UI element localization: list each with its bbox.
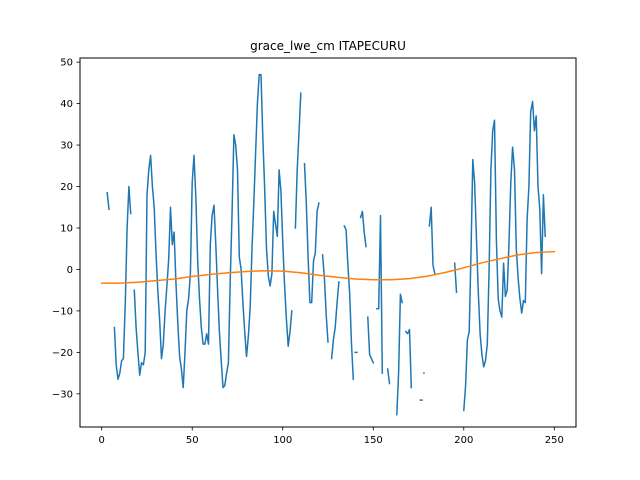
series-1-point [423,372,425,375]
series-1-segment-11 [367,316,375,364]
y-tick-label: 0 [67,265,73,276]
series-1-segment-18 [428,206,436,275]
series-1-segment-2 [113,185,132,381]
y-tick-label: 10 [60,223,73,234]
series-1-segment-12 [376,214,384,374]
series-1-segment-4 [294,92,302,229]
y-tick-label: −30 [52,389,73,400]
series-1-segment-20 [462,100,546,412]
series-2-segment-1 [100,250,556,284]
x-tick-label: 50 [186,435,199,446]
series-2 [100,250,556,284]
x-tick-label: 150 [364,435,383,446]
x-tick-label: 0 [99,435,105,446]
series-1-segment-1 [106,191,110,211]
y-axis: −30 −20 −10 0 10 20 30 40 50 [52,58,80,400]
y-tick-label: 40 [60,99,73,110]
x-tick-label: 250 [545,435,564,446]
y-tick-label: −20 [52,348,73,359]
y-tick-label: 30 [60,141,73,152]
x-axis: 0 50 100 150 200 250 [99,427,564,446]
x-tick-label: 200 [454,435,473,446]
axes-frame [79,57,577,428]
series-1-segment-14 [396,293,404,416]
x-tick-label: 100 [273,435,292,446]
series-1-segment-15 [404,328,413,389]
y-tick-label: 50 [60,58,73,69]
series-1-segment-13 [386,368,391,385]
series-1-segment-8 [343,224,355,381]
series-1-segment-3 [133,73,293,389]
plot-area [100,73,556,416]
series-1-segment-19 [453,262,458,294]
chart-title: grace_lwe_cm ITAPECURU [250,39,406,53]
series-1-segment-7 [330,281,340,360]
series-1-segment-10 [359,210,367,248]
series-1-segment-6 [321,254,329,343]
series-1 [106,73,546,416]
y-tick-label: 20 [60,182,73,193]
y-tick-label: −10 [52,306,73,317]
series-1-segment-5 [303,162,320,304]
